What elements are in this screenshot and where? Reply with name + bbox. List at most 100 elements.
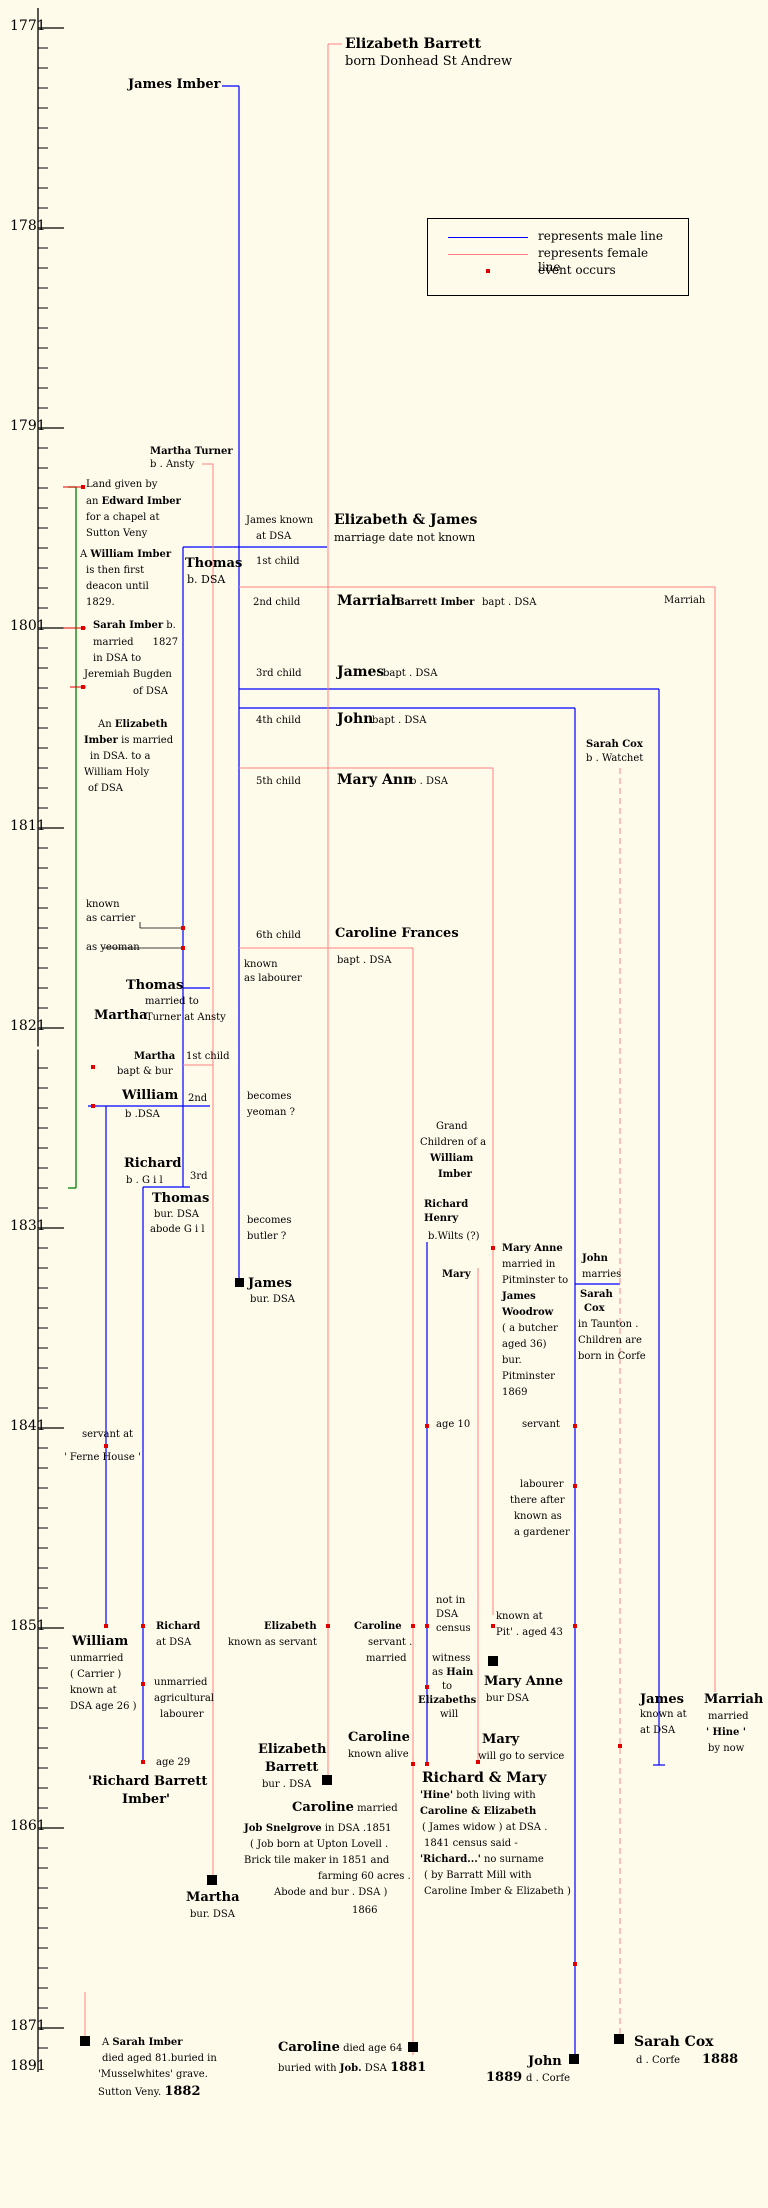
sarah-cox-top-name: Sarah Cox — [586, 739, 643, 750]
census-elizabeth-2: known as servant — [228, 1637, 317, 1648]
land-note-8: 1829. — [86, 597, 115, 608]
census-william-name: William — [72, 1634, 129, 1649]
census-caroline-name: Caroline — [354, 1621, 402, 1632]
census-marriah-2: married — [708, 1711, 749, 1722]
census-mary-anne-2: bur DSA — [486, 1693, 529, 1704]
census-william-3: ( Carrier ) — [70, 1669, 122, 1680]
eliz-barrett-later-1: Elizabeth — [258, 1742, 327, 1757]
sarah-note-4: Jeremiah Bugden — [84, 669, 172, 680]
eliz-barrett-later-2: Barrett — [265, 1760, 319, 1775]
servant-note: servant — [522, 1419, 560, 1430]
event-marker — [141, 1760, 145, 1764]
witness-1: witness — [432, 1653, 471, 1664]
land-note-4: Sutton Veny — [86, 528, 148, 539]
elizabeth-note-1: An Elizabeth — [98, 719, 168, 730]
event-marker — [618, 1744, 622, 1748]
census-richard-4: agricultural — [154, 1693, 214, 1704]
james-imber-name: James Imber — [128, 77, 221, 92]
second-child-label: 2nd child — [253, 597, 301, 608]
land-note-3: for a chapel at — [86, 512, 160, 523]
mary-anne-married-9: Pitminster — [502, 1371, 555, 1382]
legend-female: represents female line — [448, 246, 668, 274]
john-child-bapt: bapt . DSA — [372, 715, 427, 726]
year-1891: 1891 — [10, 2058, 46, 2074]
witness-2: as Hain — [432, 1667, 474, 1678]
martha-turner-birth: b . Ansty — [150, 459, 195, 470]
sarah-imber-4: Sutton Veny. 1882 — [98, 2084, 201, 2099]
legend: represents male line represents female l… — [427, 218, 689, 296]
caroline-alive-name: Caroline — [348, 1730, 410, 1745]
thomas-mid-martha: Martha — [94, 1008, 148, 1023]
richard-mary-7: ( by Barratt Mill with — [424, 1870, 532, 1881]
sarah-cox-death-place: d . Corfe — [636, 2055, 681, 2066]
mary-anne-married-5: Woodrow — [502, 1307, 554, 1318]
year-1771: 1771 — [10, 18, 46, 34]
martha-bur-name: Martha — [186, 1890, 240, 1905]
john-marries-7: born in Corfe — [578, 1351, 646, 1362]
richard-henry-1: Richard — [424, 1199, 469, 1210]
year-1791: 1791 — [10, 418, 46, 434]
event-marker — [81, 626, 85, 630]
elizabeth-james-name: Elizabeth & James — [334, 512, 478, 528]
mary-anne-married-1: Mary Anne — [502, 1243, 563, 1254]
year-1871: 1871 — [10, 2018, 46, 2034]
elizabeth-note-4: William Holy — [84, 767, 150, 778]
land-note-6: is then first — [86, 565, 145, 576]
event-marker — [81, 485, 85, 489]
richard-mary-6: 'Richard...' no surname — [420, 1854, 544, 1865]
fourth-child-label: 4th child — [256, 715, 301, 726]
john-death-place: d . Corfe — [526, 2073, 571, 2084]
census-caroline-3: married — [366, 1653, 407, 1664]
elizabeth-note-5: of DSA — [88, 783, 123, 794]
census-james-right-3: at DSA — [640, 1725, 676, 1736]
richard-name: Richard — [124, 1156, 182, 1171]
labourer-4: a gardener — [514, 1527, 570, 1538]
thomas-bur-name: Thomas — [152, 1191, 210, 1206]
becomes-butler-2: butler ? — [247, 1231, 287, 1242]
census-william-4: known at — [70, 1685, 117, 1696]
caroline-alive-2: known alive — [348, 1749, 409, 1760]
elizabeth-burial-marker — [322, 1775, 332, 1785]
becomes-butler-1: becomes — [247, 1215, 292, 1226]
event-marker — [476, 1760, 480, 1764]
sarah-note-5: of DSA — [133, 686, 168, 697]
year-1861: 1861 — [10, 1818, 46, 1834]
event-marker — [326, 1624, 330, 1628]
carrier-note-1: known — [86, 899, 120, 910]
age29-note: age 29 — [156, 1757, 191, 1768]
marriah-bapt: bapt . DSA — [482, 597, 537, 608]
martha-burial-marker — [207, 1875, 217, 1885]
census-elizabeth-name: Elizabeth — [264, 1621, 317, 1632]
mary-will-name: Mary — [482, 1732, 520, 1747]
sarah-note-1: Sarah Imber b. — [93, 620, 176, 631]
caroline-died-1: Caroline died age 64 — [278, 2040, 403, 2055]
elizabeth-barrett-name: Elizabeth Barrett — [345, 36, 482, 52]
census-william-5: DSA age 26 ) — [70, 1701, 137, 1712]
third-label-2: 3rd — [190, 1171, 208, 1182]
martha-turner-name: Martha Turner — [150, 446, 233, 457]
eliz-barrett-later-3: bur . DSA — [262, 1779, 312, 1790]
known-labourer-1: known — [244, 959, 278, 970]
caroline-married-3: ( Job born at Upton Lovell . — [250, 1839, 389, 1850]
elizabeth-james-note: marriage date not known — [334, 531, 476, 544]
year-1781: 1781 — [10, 218, 46, 234]
event-marker — [91, 1065, 95, 1069]
richard-mary-4: ( James widow ) at DSA . — [422, 1822, 548, 1833]
event-marker — [181, 926, 185, 930]
james-known-2: at DSA — [256, 531, 292, 542]
caroline-child-name: Caroline Frances — [335, 926, 459, 941]
age10-note: age 10 — [436, 1419, 471, 1430]
event-marker — [425, 1762, 429, 1766]
event-marker — [573, 1484, 577, 1488]
john-marries-4: Cox — [584, 1303, 605, 1314]
first-child-label-2: 1st child — [186, 1051, 230, 1062]
known-pit-2: Pit' . aged 43 — [496, 1627, 563, 1638]
richard-birth: b . G i l — [126, 1175, 163, 1186]
john-marries-3: Sarah — [580, 1289, 613, 1300]
labourer-2: there after — [510, 1495, 565, 1506]
event-marker — [491, 1246, 495, 1250]
event-marker — [104, 1624, 108, 1628]
grand-2: Children of a — [420, 1137, 487, 1148]
census-marriah-3: ' Hine ' — [706, 1727, 746, 1738]
event-marker — [411, 1624, 415, 1628]
